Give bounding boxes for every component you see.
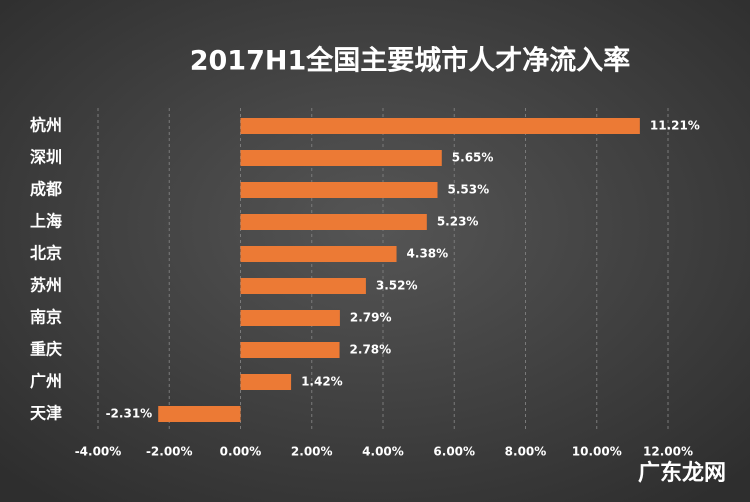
value-label: -2.31%	[106, 407, 153, 421]
value-label: 1.42%	[301, 375, 343, 389]
y-tick-label: 杭州	[30, 116, 62, 135]
x-tick-label: 0.00%	[220, 445, 262, 459]
x-tick-label: 10.00%	[572, 445, 622, 459]
bar	[240, 118, 640, 134]
x-tick-label: 8.00%	[505, 445, 547, 459]
bar	[158, 406, 241, 422]
y-tick-label: 苏州	[30, 276, 62, 295]
bar	[240, 342, 340, 358]
bar	[240, 150, 442, 166]
y-tick-label: 成都	[30, 180, 62, 199]
value-label: 5.23%	[437, 215, 479, 229]
value-label: 5.53%	[448, 183, 490, 197]
y-tick-label: 天津	[30, 404, 62, 423]
x-tick-label: -4.00%	[75, 445, 122, 459]
y-tick-label: 北京	[30, 244, 62, 263]
x-tick-label: 4.00%	[362, 445, 404, 459]
watermark: 广东龙网	[638, 460, 726, 486]
bar	[240, 278, 366, 294]
y-tick-label: 广州	[30, 372, 62, 391]
bar	[240, 246, 397, 262]
bar	[240, 214, 427, 230]
x-tick-label: 2.00%	[291, 445, 333, 459]
bar	[240, 182, 438, 198]
y-tick-label: 重庆	[30, 340, 62, 359]
value-label: 11.21%	[650, 119, 700, 133]
bar	[240, 310, 340, 326]
value-label: 5.65%	[452, 151, 494, 165]
x-tick-label: 12.00%	[643, 445, 693, 459]
value-label: 2.78%	[350, 343, 392, 357]
y-tick-label: 南京	[30, 308, 62, 327]
y-tick-label: 深圳	[30, 148, 62, 167]
y-tick-label: 上海	[30, 212, 62, 231]
bar	[240, 374, 292, 390]
value-label: 3.52%	[376, 279, 418, 293]
x-tick-label: -2.00%	[146, 445, 193, 459]
value-label: 4.38%	[407, 247, 449, 261]
value-label: 2.79%	[350, 311, 392, 325]
chart-title: 2017H1全国主要城市人才净流入率	[190, 45, 631, 77]
x-tick-label: 6.00%	[433, 445, 475, 459]
